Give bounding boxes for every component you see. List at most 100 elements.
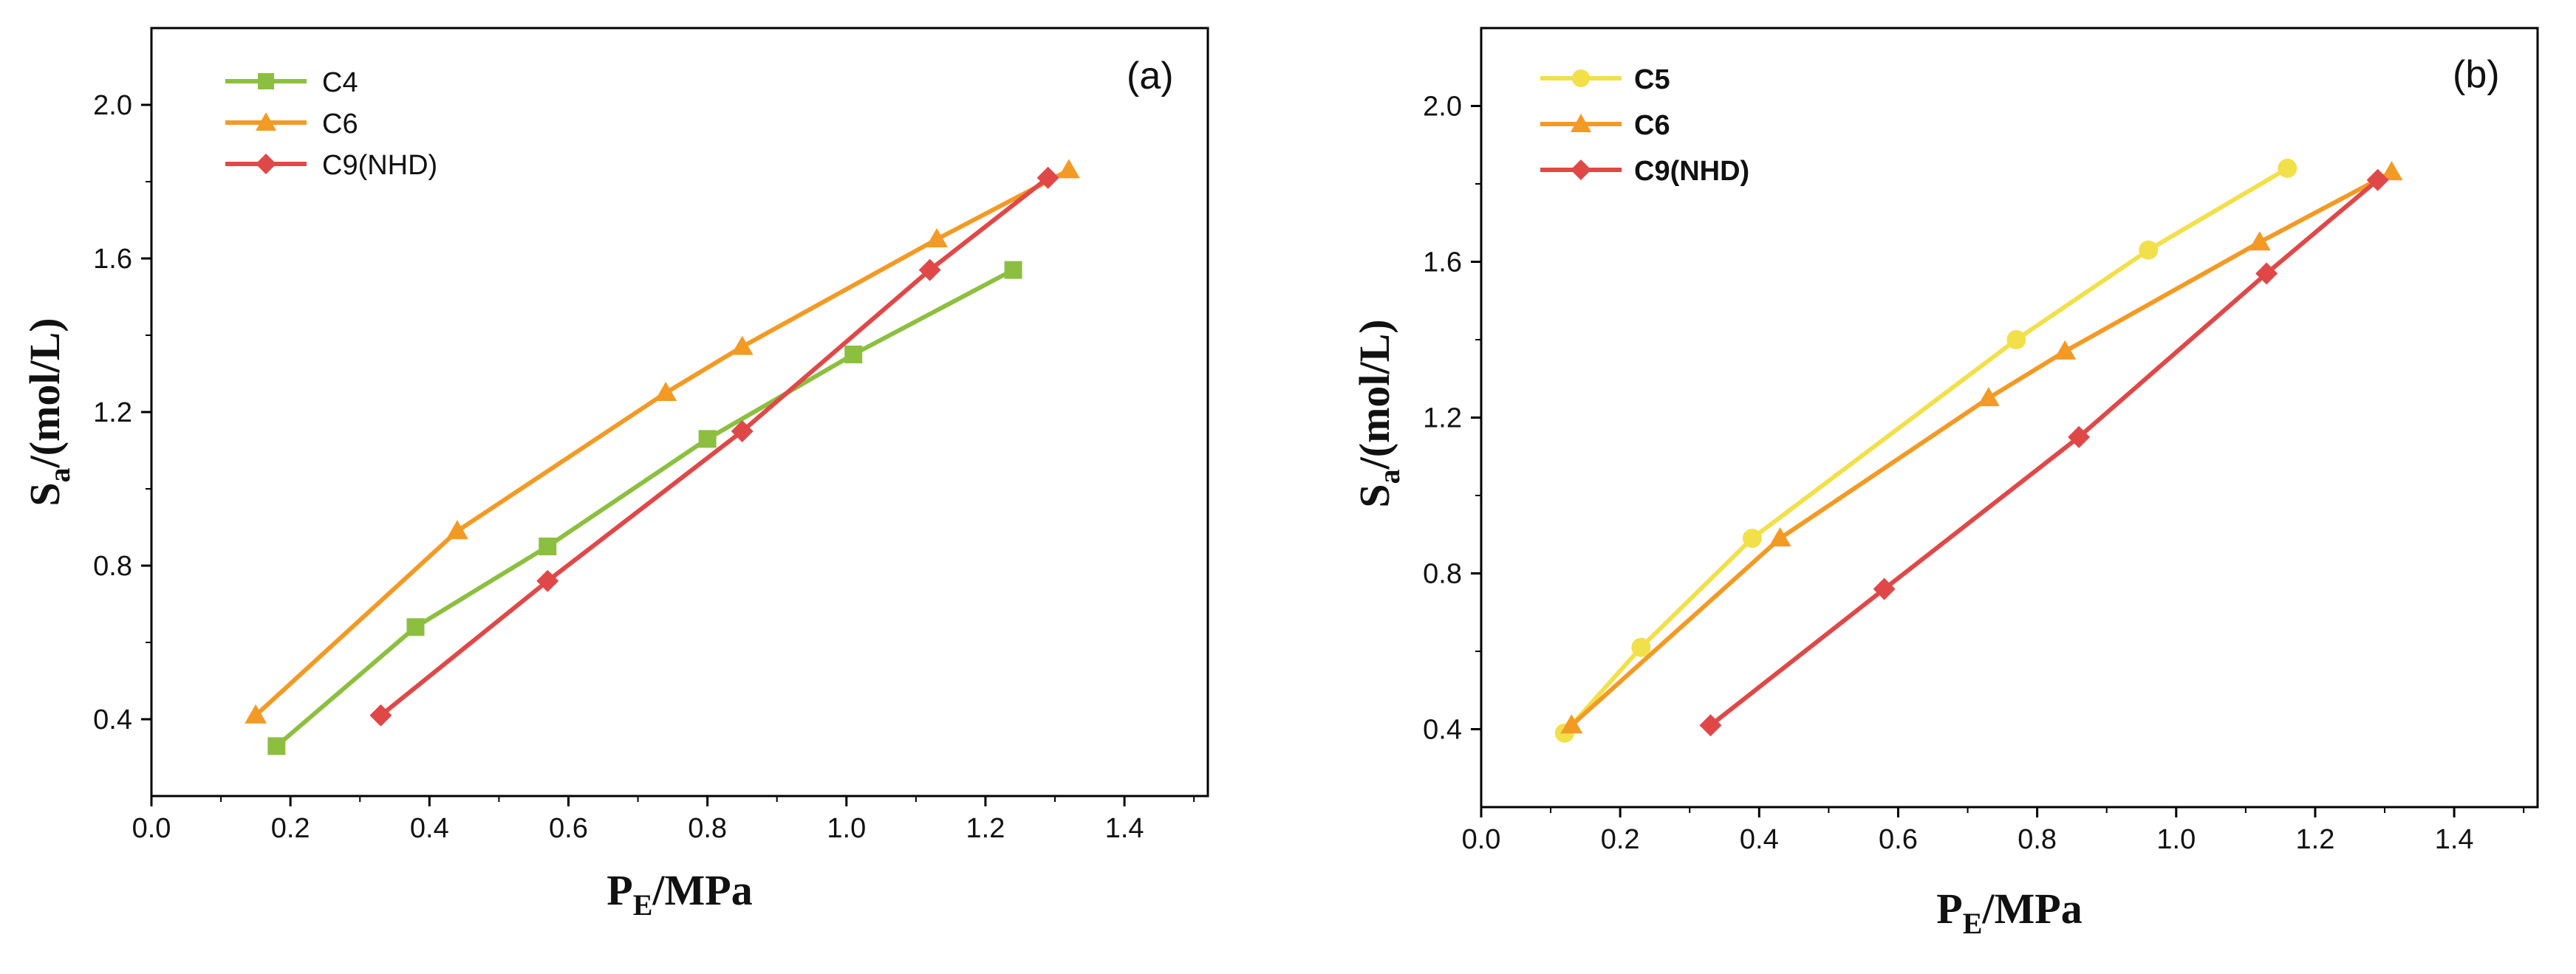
data-point-triangle	[655, 382, 677, 401]
legend-marker-diamond	[256, 154, 276, 174]
legend-label: C5	[1634, 64, 1670, 95]
x-tick-label: 0.2	[1601, 824, 1640, 855]
x-tick-labels: 0.0 0.2 0.4 0.6 0.8 1.0 1.2 1.4	[132, 813, 1144, 844]
y-tick-label: 0.8	[1423, 559, 1462, 590]
data-point-diamond	[918, 258, 941, 281]
legend-marker-triangle	[256, 112, 276, 131]
plot-frame	[150, 27, 1209, 798]
series-line	[1562, 166, 2289, 735]
panel-label: (a)	[1127, 55, 1174, 97]
data-point-square	[539, 538, 557, 555]
x-tick-label: 0.8	[688, 813, 727, 844]
legend-label: C9(NHD)	[322, 150, 437, 181]
x-tick-label: 0.0	[1462, 824, 1501, 855]
data-point-triangle	[2054, 340, 2077, 360]
y-axis-title: Sa/(mol/L)	[1350, 319, 1406, 507]
data-point-triangle	[1769, 527, 1791, 547]
x-axis-title: PE/MPa	[607, 866, 752, 922]
y-tick-label: 2.0	[93, 90, 132, 121]
data-point-square	[267, 737, 286, 755]
legend-marker-square	[258, 73, 274, 89]
x-tick-label: 1.4	[2435, 824, 2474, 855]
y-tick-labels: 0.4 0.8 1.2 1.6 2.0	[1423, 92, 1462, 746]
data-point-triangle	[926, 228, 949, 247]
x-tick-label: 0.6	[549, 813, 588, 844]
x-tick-label: 1.0	[827, 813, 866, 844]
x-tick-label: 0.6	[1879, 824, 1918, 855]
panel-label: (b)	[2453, 53, 2500, 96]
data-point-square	[406, 618, 425, 637]
chart-panel-a: 0.0 0.2 0.4 0.6 0.8 1.0 1.2 1.4 0.4 0.8 …	[21, 27, 1209, 922]
data-point-diamond	[2366, 168, 2389, 191]
y-tick-label: 1.6	[93, 244, 132, 275]
chart-panel-b: 0.0 0.2 0.4 0.6 0.8 1.0 1.2 1.4 0.4 0.8 …	[1350, 27, 2539, 940]
data-point-diamond	[1873, 577, 1896, 600]
legend-marker-circle	[1572, 69, 1590, 87]
legend-item: C6	[225, 109, 358, 140]
y-tick-label: 0.8	[93, 551, 132, 582]
series-line	[275, 267, 1014, 748]
data-point-diamond	[1036, 166, 1059, 189]
data-point-circle	[2006, 330, 2026, 349]
legend: C4 C6 C9(NHD)	[225, 67, 437, 181]
data-point-circle	[1742, 529, 1762, 549]
data-point-circle	[2139, 240, 2159, 260]
legend-item: C9(NHD)	[1540, 156, 1749, 187]
data-point-triangle	[2380, 161, 2403, 181]
series-layer	[1554, 158, 2403, 743]
series-line	[1570, 170, 2393, 727]
data-point-diamond	[2068, 425, 2091, 448]
data-point-triangle	[1977, 387, 2000, 407]
series-layer	[245, 159, 1080, 755]
x-axis-title: PE/MPa	[1936, 885, 2082, 940]
y-tick-label: 1.2	[1423, 403, 1462, 434]
y-tick-label: 0.4	[1423, 715, 1462, 746]
data-point-diamond	[369, 704, 392, 727]
legend-marker-triangle	[1571, 114, 1591, 132]
x-tick-label: 0.8	[2018, 824, 2057, 855]
y-tick-label: 1.6	[1423, 247, 1462, 278]
legend-item: C5	[1540, 64, 1670, 95]
x-tick-label: 1.4	[1105, 813, 1144, 844]
data-point-circle	[2278, 158, 2297, 178]
x-tick-label: 0.4	[1740, 824, 1779, 855]
legend-item: C6	[1540, 110, 1670, 141]
data-point-triangle	[2248, 231, 2271, 251]
data-point-square	[844, 346, 863, 363]
legend: C5 C6 C9(NHD)	[1540, 64, 1749, 187]
plot-frame	[1480, 27, 2539, 809]
data-point-diamond	[536, 569, 559, 592]
data-point-triangle	[1560, 714, 1583, 734]
legend-label: C9(NHD)	[1634, 156, 1749, 187]
data-point-triangle	[245, 704, 267, 724]
legend-label: C6	[1634, 110, 1670, 141]
legend-item: C4	[225, 67, 358, 98]
y-tick-label: 0.4	[93, 704, 132, 735]
y-axis-title: Sa/(mol/L)	[21, 318, 76, 506]
x-tick-label: 1.0	[2156, 824, 2196, 855]
x-tick-label: 0.4	[410, 813, 449, 844]
data-point-triangle	[1057, 159, 1080, 179]
x-tick-label: 0.2	[271, 813, 310, 844]
x-tick-labels: 0.0 0.2 0.4 0.6 0.8 1.0 1.2 1.4	[1462, 824, 2474, 855]
x-tick-label: 1.2	[2296, 824, 2335, 855]
y-tick-labels: 0.4 0.8 1.2 1.6 2.0	[93, 90, 132, 735]
data-point-square	[1004, 261, 1022, 279]
data-point-circle	[1631, 637, 1651, 657]
x-tick-label: 1.2	[966, 813, 1005, 844]
x-tick-label: 0.0	[132, 813, 171, 844]
legend-label: C6	[322, 109, 358, 140]
data-point-triangle	[731, 335, 754, 355]
legend-item: C9(NHD)	[225, 150, 437, 181]
data-point-triangle	[445, 520, 468, 540]
legend-label: C4	[322, 67, 358, 98]
y-tick-label: 1.2	[93, 397, 132, 428]
data-point-diamond	[2255, 262, 2278, 285]
axis-ticks	[141, 103, 1195, 806]
series-line	[254, 168, 1070, 718]
axis-ticks	[1471, 105, 2525, 817]
legend-marker-diamond	[1571, 160, 1591, 180]
data-point-square	[698, 430, 717, 448]
series-line	[1709, 178, 2379, 727]
